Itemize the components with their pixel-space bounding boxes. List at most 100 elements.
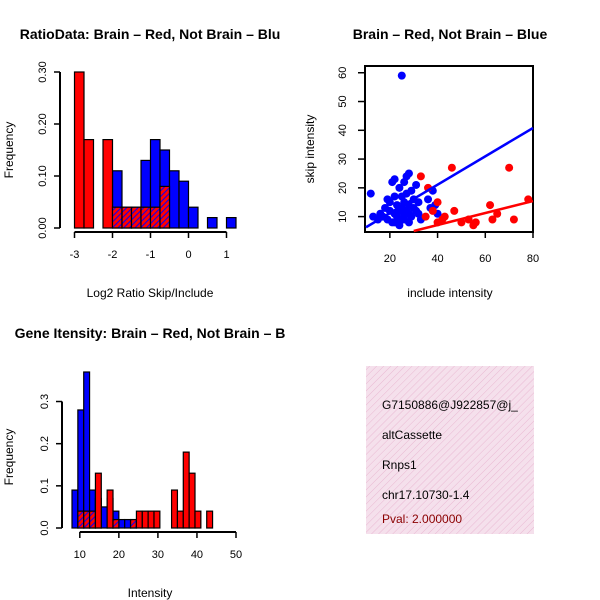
scatter-point-red <box>486 201 495 210</box>
intensity-red-bar <box>206 510 214 529</box>
intensity-red-bar <box>194 510 202 529</box>
scatter-plot-box <box>364 65 534 233</box>
scatter-point-blue <box>414 198 423 207</box>
scatter-fit-line-red <box>413 199 534 233</box>
scatter-y-axis-label: skip intensity <box>303 115 317 184</box>
scatter-point-blue <box>395 183 404 192</box>
scatter-point-blue <box>397 71 406 80</box>
ratio-overlap-bar <box>140 206 152 229</box>
scatter-point-blue <box>390 218 399 227</box>
info-type-text: altCassette <box>382 428 442 442</box>
scatter-axes: 20 40 60 80 10 20 30 40 50 60 <box>337 67 539 265</box>
intensity-red-bar <box>141 510 149 529</box>
scatter-x-tick-label: 80 <box>527 253 539 265</box>
info-panel: G7150886@J922857@j_ altCassette Rnps1 ch… <box>366 366 534 534</box>
scatter-point-blue <box>407 186 416 195</box>
info-location-text: chr17.10730-1.4 <box>382 488 470 502</box>
scatter-point-blue <box>404 169 413 178</box>
scatter-point-red <box>509 215 518 224</box>
ratio-y-tick-label: 0.10 <box>37 165 49 186</box>
scatter-point-blue <box>400 215 409 224</box>
ratio-x-tick-label: 1 <box>223 249 229 261</box>
intensity-blue-bar <box>100 506 108 529</box>
ratio-red-bar <box>102 139 114 229</box>
ratio-chart-title: RatioData: Brain – Red, Not Brain – Blu <box>20 26 281 42</box>
scatter-point-blue <box>404 209 413 218</box>
intensity-overlap-bar <box>112 518 120 529</box>
scatter-y-tick-label: 50 <box>337 95 349 107</box>
intensity-overlap-bar <box>129 518 138 529</box>
ratio-axes: -3 -2 -1 0 1 0.00 0.10 0.20 0.30 <box>37 61 230 261</box>
scatter-point-blue <box>390 175 399 184</box>
scatter-y-tick-label: 10 <box>337 210 349 222</box>
intensity-histogram-panel: Gene Itensity: Brain – Red, Not Brain – … <box>2 325 285 600</box>
intensity-y-tick-label: 0.0 <box>39 520 51 535</box>
scatter-point-blue <box>390 192 399 201</box>
intensity-red-bar <box>94 472 102 529</box>
intensity-red-bar <box>135 510 143 529</box>
intensity-x-tick-label: 40 <box>191 549 203 561</box>
intensity-blue-bar <box>71 489 79 529</box>
intensity-x-axis-label: Intensity <box>128 586 173 600</box>
intensity-y-tick-label: 0.1 <box>39 478 51 493</box>
scatter-point-red <box>447 163 456 172</box>
ratio-y-axis-label: Frequency <box>2 122 16 179</box>
scatter-point-blue <box>424 195 433 204</box>
info-panel-background <box>366 366 534 534</box>
intensity-red-bar <box>147 510 155 529</box>
scatter-point-red <box>428 206 437 215</box>
intensity-overlap-bar <box>88 510 97 529</box>
scatter-point-red <box>421 212 430 221</box>
ratio-overlap-bar <box>149 206 161 229</box>
scatter-y-tick-label: 40 <box>337 124 349 136</box>
scatter-chart-title: Brain – Red, Not Brain – Blue <box>353 26 548 42</box>
scatter-point-red <box>440 212 449 221</box>
intensity-red-bar <box>106 489 114 529</box>
intensity-bars <box>71 371 214 529</box>
intensity-red-bar <box>153 510 161 529</box>
scatter-x-axis-label: include intensity <box>407 286 492 300</box>
ratio-red-bar <box>83 139 95 229</box>
ratio-y-tick-label: 0.00 <box>37 217 49 238</box>
scatter-point-blue <box>412 180 421 189</box>
info-pval-text: Pval: 2.000000 <box>382 512 462 526</box>
scatter-point-red <box>416 172 425 181</box>
scatter-fit-line-blue <box>365 126 534 229</box>
intensity-red-bar <box>176 510 184 529</box>
scatter-y-tick-label: 20 <box>337 182 349 194</box>
ratio-blue-bar <box>225 217 237 229</box>
scatter-point-red <box>450 206 459 215</box>
ratio-blue-bar <box>187 206 199 229</box>
ratio-histogram-panel: RatioData: Brain – Red, Not Brain – Blu … <box>2 26 280 300</box>
ratio-y-tick-label: 0.20 <box>37 113 49 134</box>
ratio-overlap-bar <box>121 206 133 229</box>
scatter-point-red <box>488 215 497 224</box>
scatter-point-red <box>433 198 442 207</box>
intensity-y-tick-label: 0.3 <box>39 394 51 409</box>
ratio-bars <box>73 71 237 229</box>
scatter-x-tick-label: 20 <box>384 253 396 265</box>
intensity-blue-bar <box>118 518 126 529</box>
scatter-point-blue <box>366 189 375 198</box>
intensity-red-bar <box>188 472 196 529</box>
intensity-x-tick-label: 50 <box>230 549 242 561</box>
intensity-blue-bar <box>83 371 91 529</box>
info-gene-text: Rnps1 <box>382 458 417 472</box>
ratio-red-bar <box>73 71 85 229</box>
intensity-overlap-bar <box>77 510 85 529</box>
ratio-x-tick-label: 0 <box>185 249 191 261</box>
intensity-axes: 10 20 30 40 50 0.0 0.1 0.2 0.3 <box>39 394 242 561</box>
ratio-x-tick-label: -1 <box>146 249 156 261</box>
intensity-blue-bar <box>124 518 132 529</box>
ratio-overlap-bar <box>159 185 171 229</box>
intensity-chart-title: Gene Itensity: Brain – Red, Not Brain – … <box>15 325 286 341</box>
scatter-y-tick-label: 30 <box>337 153 349 165</box>
scatter-point-blue <box>385 198 394 207</box>
ratio-x-axis-label: Log2 Ratio Skip/Include <box>87 286 214 300</box>
scatter-point-red <box>471 218 480 227</box>
intensity-y-tick-label: 0.2 <box>39 436 51 451</box>
ratio-overlap-bar <box>130 206 142 229</box>
ratio-x-tick-label: -3 <box>70 249 80 261</box>
intensity-x-tick-label: 30 <box>152 549 164 561</box>
